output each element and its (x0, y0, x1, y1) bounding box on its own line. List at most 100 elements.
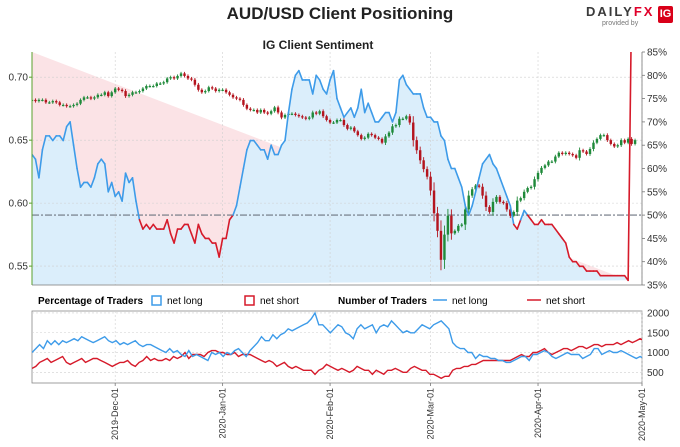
price-candle (619, 140, 623, 146)
net-long-pct-segment (405, 83, 411, 91)
net-long-pct-segment (315, 74, 321, 81)
price-candle (585, 151, 588, 155)
price-candle (204, 91, 207, 93)
price-candle (467, 195, 470, 210)
net-long-pct-segment (429, 116, 435, 123)
net-long-pct-segment (526, 214, 532, 221)
price-candle (37, 99, 41, 102)
price-candle (148, 86, 152, 88)
x-axis: 2019-Dec-01 2020-Jan-01 2020-Feb-01 2020-Ma… (110, 383, 647, 441)
price-candle (34, 99, 37, 102)
price-candle (633, 140, 637, 144)
price-candle (290, 113, 294, 115)
net-long-pct-segment (339, 107, 345, 119)
price-candle (626, 138, 630, 143)
price-candle (155, 83, 158, 87)
net-long-pct-segment (145, 223, 151, 230)
price-candle (238, 98, 242, 100)
price-candle (554, 156, 557, 162)
price-candle (65, 104, 68, 107)
net-long-pct-segment (398, 74, 404, 81)
price-candle (353, 127, 356, 132)
x-tick-label: 2020-Apr-01 (533, 388, 543, 438)
traders-count-panel: 500 1000 1500 2000 (31, 308, 670, 384)
x-tick-label: 2019-Dec-01 (110, 388, 120, 440)
price-candle (131, 92, 134, 95)
price-candle (418, 150, 422, 161)
legend-pct-short-swatch (244, 295, 255, 306)
price-candle (231, 94, 235, 98)
price-candle (536, 172, 540, 180)
price-candle (245, 104, 249, 109)
net-long-pct-segment (447, 158, 453, 170)
net-long-pct-segment (201, 232, 207, 240)
net-long-pct-segment (402, 74, 408, 86)
price-candle (609, 140, 613, 144)
net-long-pct-segment (121, 172, 127, 202)
brand-tagline: provided by (602, 20, 639, 27)
net-long-pct-segment (253, 139, 259, 146)
price-candle (602, 135, 606, 137)
count-tick-label: 2000 (647, 308, 670, 319)
net-long-pct-segment (478, 163, 484, 179)
net-long-pct-segment (499, 177, 505, 188)
net-long-pct-segment (110, 181, 116, 198)
net-long-pct-segment (214, 242, 220, 258)
x-tick-label: 2020-Jan-01 (218, 388, 228, 439)
net-long-pct-segment (207, 237, 214, 244)
price-candle (373, 135, 377, 138)
price-candle (484, 195, 488, 207)
net-long-pct-segment (495, 167, 501, 179)
net-long-pct-segment (457, 177, 463, 188)
legend-count-long-label: net long (452, 296, 488, 307)
price-candle (574, 155, 578, 158)
net-long-pct-segment (575, 260, 581, 268)
price-candle (103, 92, 106, 95)
net-long-pct-segment (627, 52, 632, 282)
net-long-pct-segment (152, 223, 158, 230)
price-candle (82, 97, 86, 100)
price-candle (446, 215, 450, 235)
net-long-pct-segment (564, 242, 571, 258)
net-long-pct-segment (284, 111, 290, 142)
net-long-pct-segment (138, 218, 144, 230)
net-long-pct-segment (34, 158, 40, 179)
count-tick-label: 500 (647, 368, 664, 379)
price-candle (512, 211, 515, 216)
net-long-pct-segment (561, 237, 567, 244)
net-long-pct-segment (79, 181, 85, 188)
price-candle (519, 198, 522, 201)
net-long-pct-segment (488, 153, 494, 165)
price-candle (363, 137, 366, 139)
net-long-pct-segment (142, 223, 148, 230)
net-long-pct-segment (388, 111, 394, 123)
net-long-pct-segment (419, 93, 425, 109)
net-long-pct-segment (471, 191, 477, 207)
net-long-pct-segment (51, 135, 58, 142)
price-candle (495, 196, 498, 202)
net-long-pct-segment (391, 111, 397, 123)
price-candle (113, 88, 117, 93)
price-candle (474, 185, 477, 190)
price-candle (578, 150, 581, 158)
sentiment-panel-title: IG Client Sentiment (263, 38, 374, 52)
price-candle (321, 111, 325, 117)
legend-pct-long-label: net long (167, 296, 203, 307)
net-long-pct-segment (474, 177, 480, 193)
price-candle (263, 109, 266, 113)
net-long-pct-segment (190, 232, 196, 244)
price-candle (75, 103, 79, 105)
net-long-pct-segment (443, 139, 449, 160)
price-candle (224, 89, 228, 93)
net-long-pct-segment (540, 218, 546, 226)
price-candle (550, 161, 554, 163)
net-short-count-line (32, 337, 642, 380)
price-candle (44, 99, 48, 103)
price-candle (141, 88, 145, 92)
price-candle (592, 142, 595, 149)
price-candle (394, 125, 398, 127)
net-long-pct-segment (135, 200, 141, 221)
price-candle (197, 84, 200, 90)
ig-badge: IG (658, 6, 673, 23)
price-candle (283, 114, 287, 118)
